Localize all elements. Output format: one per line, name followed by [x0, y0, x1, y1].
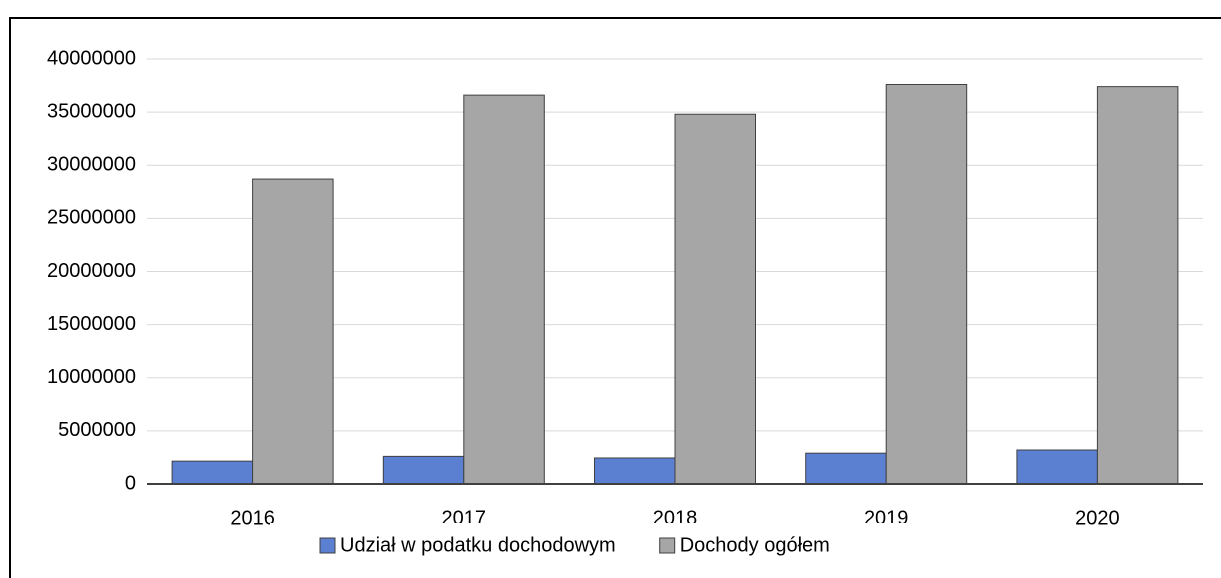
bar	[1016, 449, 1098, 485]
y-tick-label: 0	[125, 472, 136, 494]
y-tick-label: 25000000	[47, 207, 136, 229]
y-tick-label: 10000000	[47, 366, 136, 388]
y-tick-label: 15000000	[47, 313, 136, 335]
bar	[1096, 86, 1179, 485]
y-tick-label: 40000000	[47, 47, 136, 69]
chart-frame	[9, 17, 1221, 578]
bar	[885, 84, 968, 485]
x-tick-label: 2016	[230, 507, 275, 529]
y-tick-label: 30000000	[47, 154, 136, 176]
bar	[594, 457, 676, 485]
bar	[805, 452, 887, 485]
legend-label: Udział w podatku dochodowym	[340, 534, 616, 556]
y-tick-label: 5000000	[58, 419, 136, 441]
bar	[674, 113, 756, 485]
legend-swatch	[319, 537, 336, 554]
legend-label: Dochody ogółem	[680, 534, 830, 556]
legend-box	[270, 523, 960, 569]
bar	[252, 178, 334, 485]
legend-swatch	[659, 537, 676, 554]
y-tick-label: 20000000	[47, 260, 136, 282]
bar	[171, 460, 254, 485]
bar	[382, 455, 465, 485]
y-tick-label: 35000000	[47, 100, 136, 122]
x-tick-label: 2020	[1075, 507, 1120, 529]
bar	[463, 94, 545, 485]
